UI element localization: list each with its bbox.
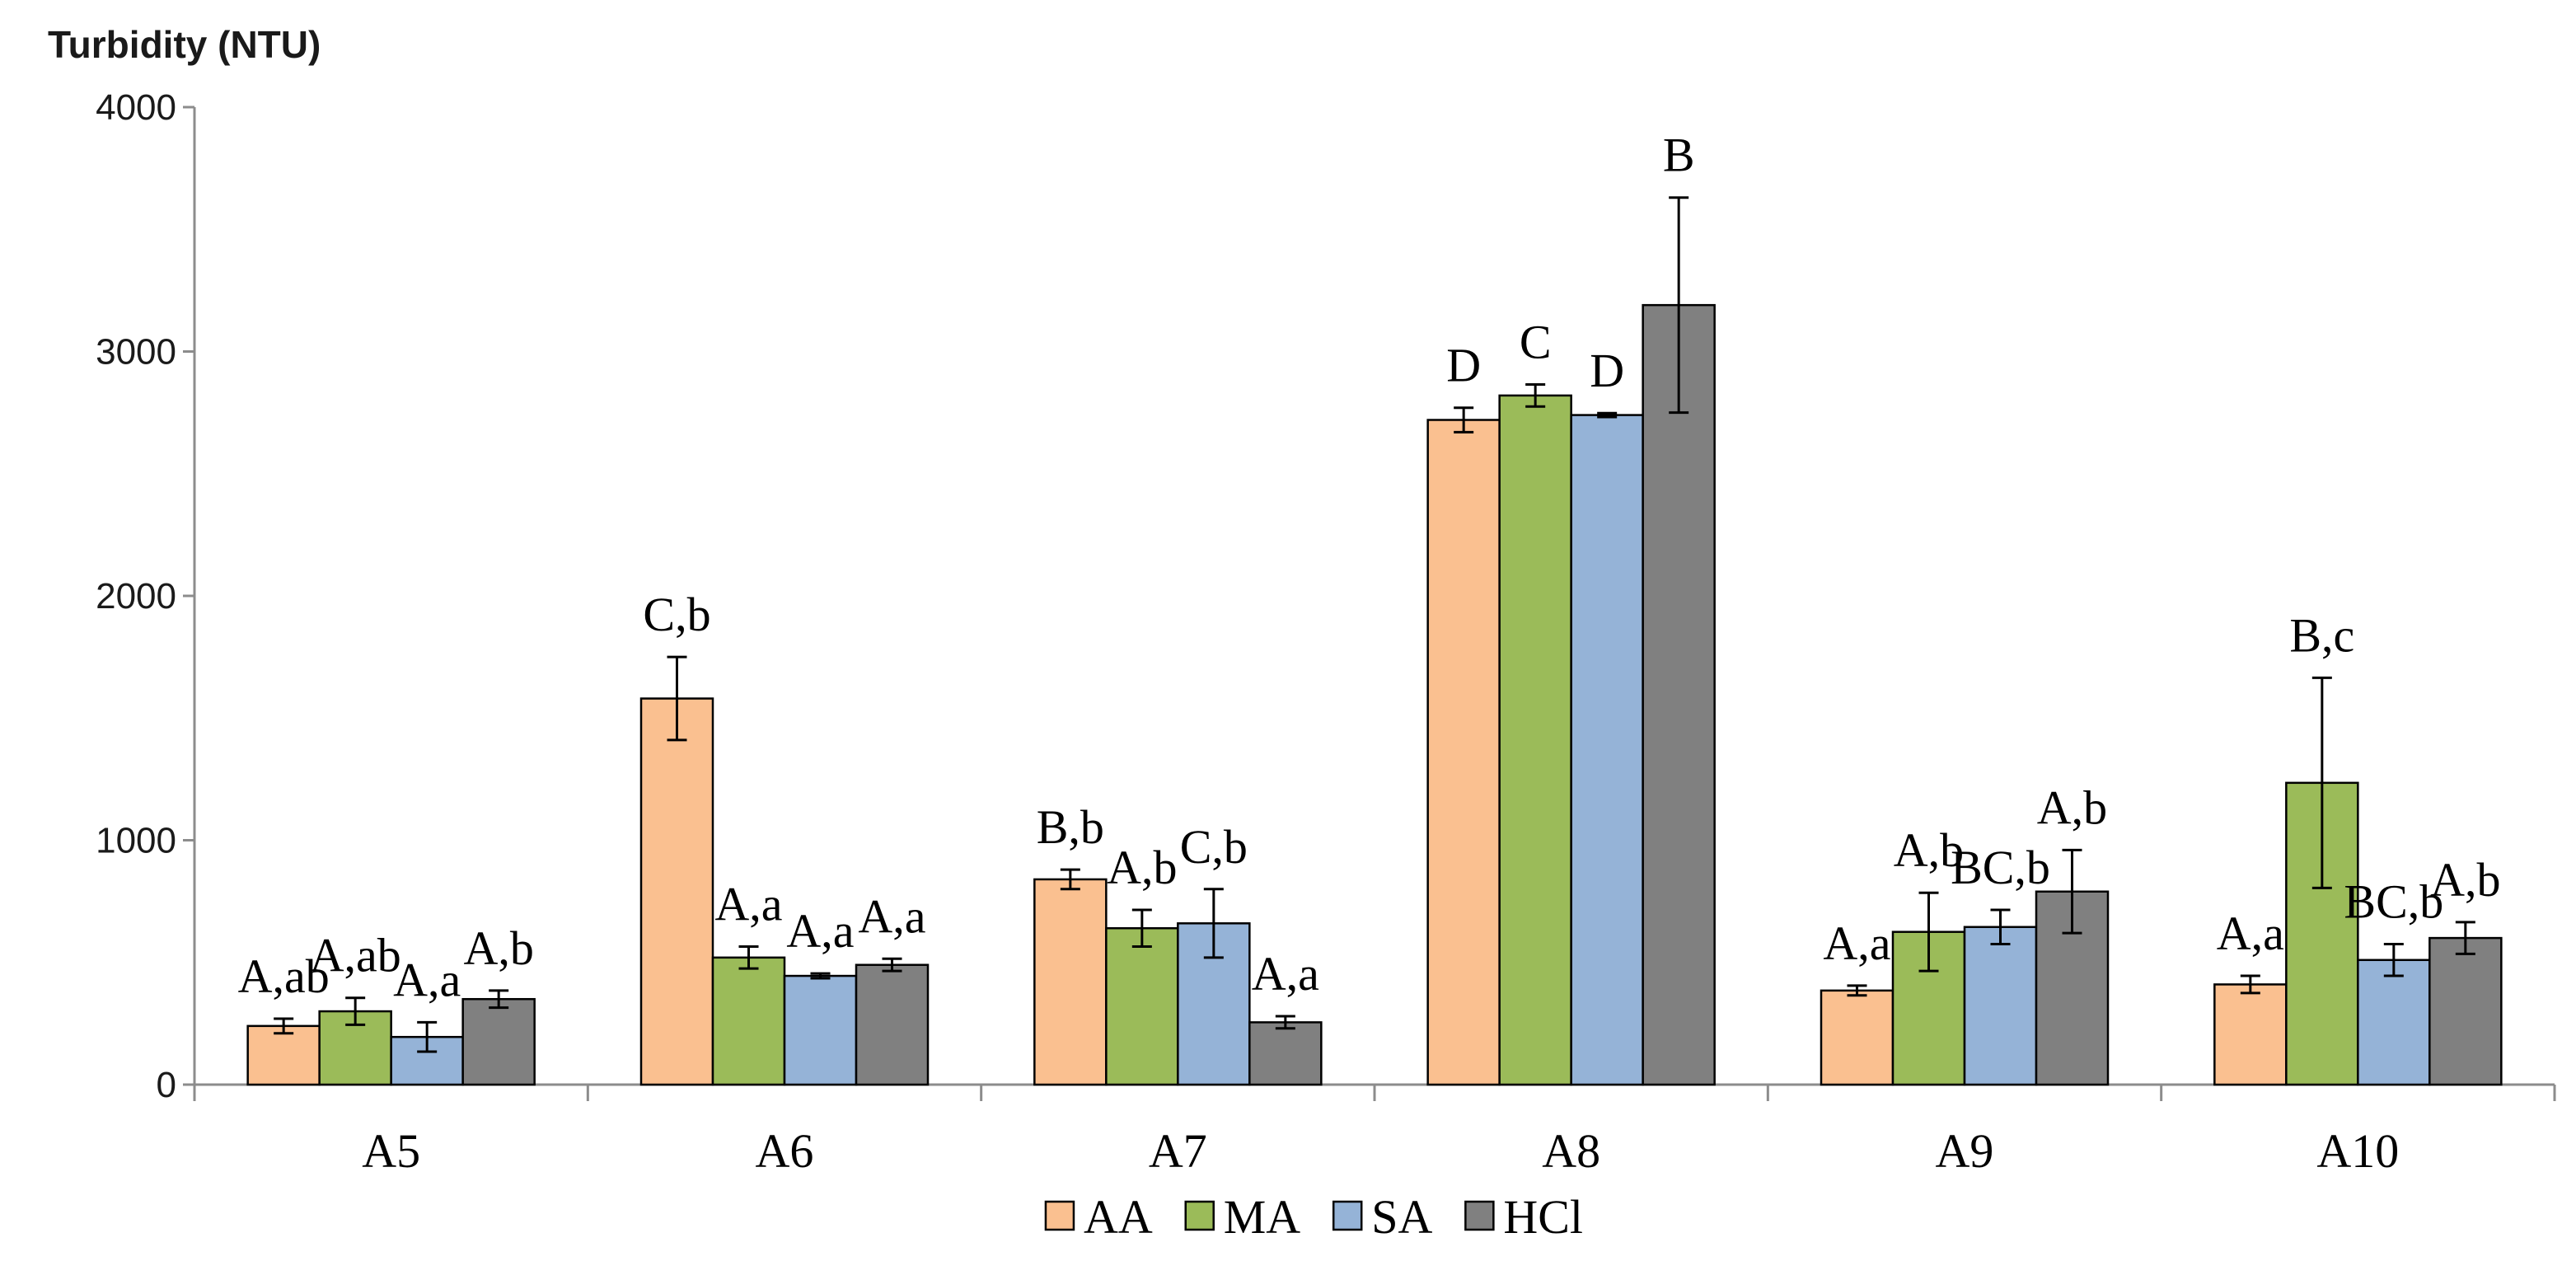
data-label: A,b (1107, 841, 1177, 894)
data-label: A,b (2037, 780, 2107, 834)
bar-sa-a8 (1570, 414, 1644, 1086)
data-label: A,a (714, 877, 782, 930)
bar-ma-a7 (1105, 926, 1179, 1086)
bar-aa-a10 (2213, 983, 2288, 1086)
bar-sa-a10 (2357, 959, 2431, 1086)
legend-label: HCl (1503, 1190, 1583, 1244)
x-tick-label: A5 (362, 1124, 420, 1178)
bar-aa-a5 (246, 1024, 321, 1086)
data-label: B (1663, 129, 1695, 182)
legend-swatch-ma (1184, 1200, 1215, 1231)
y-tick-label: 1000 (96, 821, 176, 861)
data-label: BC,b (2344, 875, 2443, 929)
legend-swatch-sa (1332, 1200, 1363, 1231)
y-tick-label: 0 (157, 1065, 176, 1105)
legend-label: MA (1224, 1190, 1301, 1244)
bar-sa-a9 (1963, 926, 2038, 1086)
bar-aa-a8 (1426, 419, 1501, 1086)
y-axis-title: Turbidity (NTU) (48, 23, 321, 66)
bars (246, 196, 2503, 1086)
bar-hcl-a10 (2428, 936, 2503, 1086)
bar-sa-a6 (783, 974, 858, 1086)
legend-label: SA (1371, 1190, 1432, 1244)
bar-ma-a6 (711, 956, 786, 1086)
data-labels: A,abC,bB,bDA,a A,aA,abA,aA,bCA,bB,cA,aA,a… (238, 129, 2501, 1007)
data-label: A,a (786, 904, 854, 958)
data-label: D (1590, 344, 1624, 397)
x-tick-label: A7 (1149, 1124, 1207, 1178)
y-tick-label: 2000 (96, 576, 176, 616)
y-tick-label: 3000 (96, 332, 176, 373)
x-tick-label: A10 (2316, 1124, 2399, 1178)
data-label: C,b (643, 588, 710, 641)
bar-aa-a6 (639, 697, 714, 1086)
bar-hcl-a8 (1642, 303, 1716, 1086)
data-label: D (1446, 339, 1481, 392)
x-tick-label: A8 (1542, 1124, 1600, 1178)
data-label: A,b (463, 921, 533, 975)
bar-hcl-a7 (1248, 1021, 1323, 1086)
data-label: C (1520, 316, 1552, 369)
bar-aa-a7 (1033, 878, 1108, 1086)
data-label: B,c (2289, 608, 2354, 662)
axes: 0 1000 2000 3000 4000 A5 A6 A7 A8 A9 A10 (96, 87, 2556, 1178)
legend-swatch-aa (1044, 1200, 1075, 1231)
bar-aa-a9 (1820, 989, 1895, 1086)
data-label: A,a (1823, 916, 1890, 970)
data-label: A,a (2217, 907, 2284, 960)
legend-swatch-hcl (1464, 1200, 1495, 1231)
data-label: A,a (858, 889, 925, 943)
x-tick-label: A6 (756, 1124, 814, 1178)
bar-hcl-a5 (461, 997, 536, 1086)
data-label: A,b (2430, 853, 2500, 907)
data-label: A,a (1252, 947, 1319, 1001)
data-label: BC,b (1951, 841, 2050, 894)
data-label: A,b (1894, 823, 1964, 877)
bar-hcl-a6 (855, 963, 930, 1086)
y-tick-label: 4000 (96, 87, 176, 128)
data-label: B,b (1037, 800, 1104, 854)
bar-sa-a5 (390, 1035, 464, 1086)
legend: AA MA SA HCl (1044, 1190, 1583, 1244)
x-tick-label: A9 (1936, 1124, 1994, 1178)
data-label: A,ab (310, 929, 401, 982)
legend-label: AA (1084, 1190, 1153, 1244)
bar-ma-a8 (1498, 394, 1572, 1086)
data-label: C,b (1180, 820, 1248, 874)
data-label: A,a (393, 953, 461, 1006)
data-label: A,ab (238, 949, 330, 1003)
